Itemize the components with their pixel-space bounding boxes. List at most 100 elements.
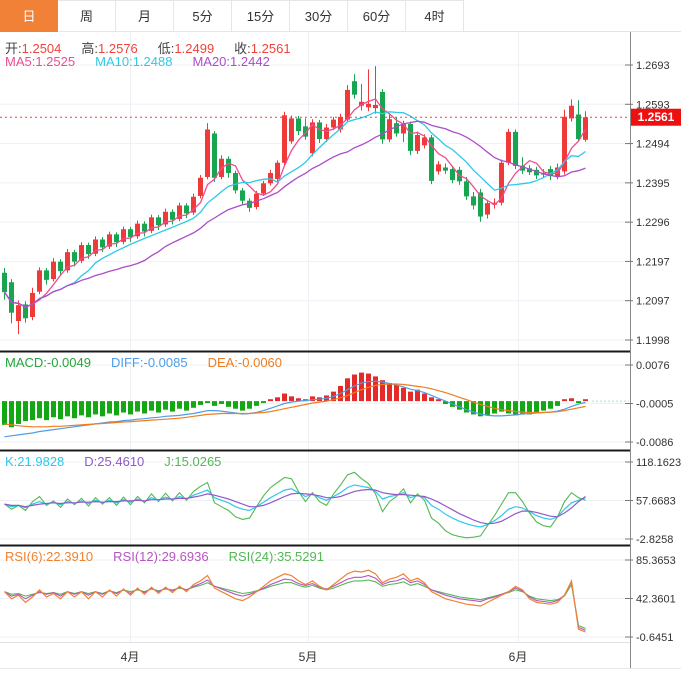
macd-hist-bar [310,396,315,402]
candle-body [583,117,588,140]
macd-hist-bar [30,401,35,421]
tab-15min[interactable]: 15分 [232,0,290,32]
tab-30min[interactable]: 30分 [290,0,348,32]
candle-body [86,245,91,255]
axis-tick-label: 57.6683 [636,496,676,508]
rsi12-line [4,574,586,631]
candle-body [359,101,364,106]
macd-hist-bar [296,398,301,402]
macd-hist-bar [51,401,56,418]
kdj-d-line [4,488,586,525]
candle-body [163,211,168,225]
candle-body [310,122,315,154]
ma10-line [3,111,586,308]
macd-hist-bar [408,391,413,402]
candle-body [205,129,210,177]
macd-hist-bar [478,401,483,417]
candle-body [373,104,378,109]
tab-5min[interactable]: 5分 [174,0,232,32]
tab-month[interactable]: 月 [116,0,174,32]
tab-week[interactable]: 周 [58,0,116,32]
macd-hist-bar [464,401,469,413]
macd-hist-bar [100,401,105,417]
tab-4hour[interactable]: 4时 [406,0,464,32]
candle-body [478,192,483,217]
axis-tick-label: 1.2693 [636,60,670,72]
macd-hist-bar [149,401,154,411]
macd-hist-bar [191,401,196,408]
candle-body [114,234,119,243]
tab-60min[interactable]: 60分 [348,0,406,32]
macd-hist-bar [226,401,231,407]
candle-body [2,272,7,293]
macd-hist-bar [58,401,63,420]
candle-body [527,168,532,173]
axis-tick-label: 1.2197 [636,256,670,268]
candle-body [485,203,490,215]
x-axis-month-label: 4月 [121,650,140,664]
macd-hist-bar [457,401,462,410]
candle-body [534,169,539,176]
macd-hist-bar [471,401,476,415]
candle-body [415,135,420,151]
macd-hist-bar [219,401,224,404]
candle-body [65,252,70,271]
axis-tick-label: 0.0076 [636,360,670,372]
tab-day[interactable]: 日 [0,0,58,32]
macd-hist-bar [429,397,434,402]
candle-body [464,181,469,197]
macd-hist-bar [380,380,385,402]
macd-hist-bar [422,393,427,402]
x-axis-month-label: 6月 [509,650,528,664]
axis-tick-label: 42.3601 [636,594,676,606]
candle-body [177,205,182,219]
ma5-line [3,98,587,308]
candle-body [499,162,504,203]
candle-body [506,131,511,163]
macd-hist-bar [485,401,490,416]
kdj-k-line [4,484,586,528]
macd-hist-bar [359,372,364,402]
candle-body [121,229,126,242]
macd-hist-bar [205,401,210,404]
axis-tick-label: 118.1623 [636,457,681,469]
candle-body [513,131,518,166]
macd-hist-bar [247,401,252,409]
candle-body [562,116,567,172]
candle-body [324,127,329,139]
macd-hist-bar [443,401,448,404]
axis-tick-label: 85.3653 [636,555,676,567]
candle-body [429,137,434,181]
macd-hist-bar [569,398,574,402]
candle-body [289,118,294,142]
macd-hist-bar [254,401,259,406]
macd-hist-bar [548,401,553,409]
macd-hist-bar [23,401,28,422]
candle-body [261,183,266,194]
candle-body [142,223,147,232]
candle-body [240,190,245,201]
macd-hist-bar [534,401,539,413]
macd-hist-bar [513,401,518,416]
macd-hist-bar [79,401,84,416]
candle-body [107,234,112,247]
macd-hist-bar [373,376,378,402]
candle-body [37,270,42,292]
macd-hist-bar [184,401,189,411]
candle-body [170,211,175,220]
candle-body [555,167,560,177]
candle-body [296,118,301,132]
macd-hist-bar [583,399,588,402]
candle-body [436,164,441,172]
macd-hist-bar [198,401,203,405]
macd-hist-bar [275,397,280,402]
candle-body [275,162,280,179]
candle-body [492,202,497,205]
macd-hist-bar [2,401,7,425]
macd-hist-bar [37,401,42,419]
macd-hist-bar [121,401,126,413]
candle-body [548,169,553,177]
rsi6-line [4,569,586,633]
